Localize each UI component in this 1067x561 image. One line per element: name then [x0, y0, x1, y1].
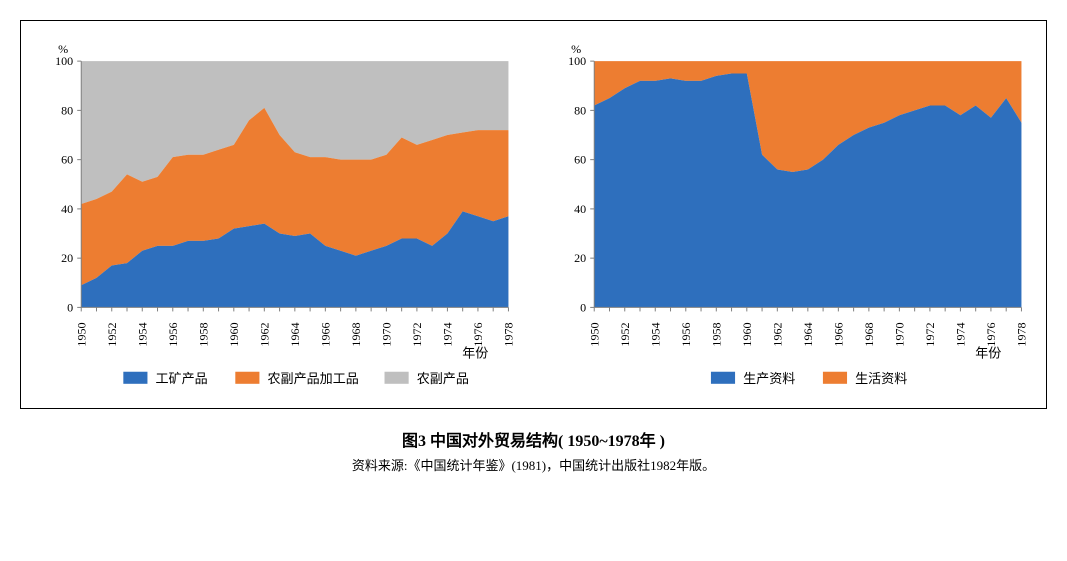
xtick-label: 1968	[349, 322, 363, 346]
figure-container: 0 20 40 60 80 100% 1950 1952 1954 1956 1958 1960 196…	[20, 20, 1047, 474]
ytick-label: 60	[574, 153, 586, 167]
ytick-label: 40	[61, 202, 73, 216]
xtick-label: 1970	[892, 322, 906, 346]
xtick-label: 1950	[74, 322, 88, 346]
ytick-label: 80	[574, 103, 586, 117]
xtick-label: 1956	[166, 322, 180, 346]
right-chart-svg: 0 20 40 60 80 100% 1950 1952 1954 1956 1958 1960 196…	[549, 36, 1032, 398]
figure-caption: 图3 中国对外贸易结构( 1950~1978年 ) 资料来源:《中国统计年鉴》(…	[20, 427, 1047, 474]
xtick-label: 1978	[1014, 322, 1028, 346]
xtick-label: 1976	[471, 322, 485, 346]
legend-swatch	[123, 372, 147, 384]
chart-box: 0 20 40 60 80 100% 1950 1952 1954 1956 1958 1960 196…	[20, 20, 1047, 409]
xtick-label: 1952	[617, 322, 631, 346]
ytick-label: 60	[61, 153, 73, 167]
xtick-label: 1952	[105, 322, 119, 346]
xtick-label: 1970	[379, 322, 393, 346]
ytick-label: 0	[580, 300, 586, 314]
charts-row: 0 20 40 60 80 100% 1950 1952 1954 1956 1958 1960 196…	[36, 36, 1031, 398]
caption-source: 资料来源:《中国统计年鉴》(1981)，中国统计出版社1982年版。	[20, 455, 1047, 474]
y-unit-label: %	[58, 42, 68, 56]
legend-label: 农副产品	[417, 371, 469, 386]
xtick-label: 1950	[587, 322, 601, 346]
legend-label: 生活资料	[855, 371, 907, 386]
ytick-label: 20	[574, 251, 586, 265]
ytick-label: 80	[61, 103, 73, 117]
xtick-label: 1960	[739, 322, 753, 346]
xtick-label: 1966	[831, 322, 845, 346]
xtick-label: 1974	[953, 322, 967, 346]
legend-swatch	[822, 372, 846, 384]
legend-label: 生产资料	[743, 371, 795, 386]
xtick-label: 1958	[709, 322, 723, 346]
left-chart-panel: 0 20 40 60 80 100% 1950 1952 1954 1956 1958 1960 196…	[36, 36, 519, 398]
ytick-label: 0	[67, 300, 73, 314]
legend-swatch	[710, 372, 734, 384]
ytick-label: 20	[61, 251, 73, 265]
xtick-label: 1964	[288, 322, 302, 346]
xtick-label: 1960	[227, 322, 241, 346]
ytick-label: 100	[568, 54, 586, 68]
ytick-label: 40	[574, 202, 586, 216]
xtick-label: 1966	[318, 322, 332, 346]
xtick-label: 1974	[440, 322, 454, 346]
x-axis-label: 年份	[462, 346, 488, 361]
xtick-label: 1962	[770, 322, 784, 346]
caption-title: 图3 中国对外贸易结构( 1950~1978年 )	[20, 427, 1047, 451]
xtick-label: 1976	[983, 322, 997, 346]
xtick-label: 1964	[800, 322, 814, 346]
xtick-label: 1954	[648, 322, 662, 346]
xtick-label: 1956	[678, 322, 692, 346]
legend-label: 工矿产品	[155, 371, 207, 386]
left-chart-svg: 0 20 40 60 80 100% 1950 1952 1954 1956 1958 1960 196…	[36, 36, 519, 398]
xtick-label: 1972	[922, 322, 936, 346]
xtick-label: 1962	[257, 322, 271, 346]
y-unit-label: %	[571, 42, 581, 56]
xtick-label: 1978	[501, 322, 515, 346]
legend-swatch	[235, 372, 259, 384]
legend-label: 农副产品加工品	[267, 371, 358, 386]
right-chart-panel: 0 20 40 60 80 100% 1950 1952 1954 1956 1958 1960 196…	[549, 36, 1032, 398]
ytick-label: 100	[55, 54, 73, 68]
xtick-label: 1958	[196, 322, 210, 346]
xtick-label: 1954	[135, 322, 149, 346]
xtick-label: 1972	[410, 322, 424, 346]
x-axis-label: 年份	[975, 346, 1001, 361]
legend-swatch	[385, 372, 409, 384]
xtick-label: 1968	[861, 322, 875, 346]
